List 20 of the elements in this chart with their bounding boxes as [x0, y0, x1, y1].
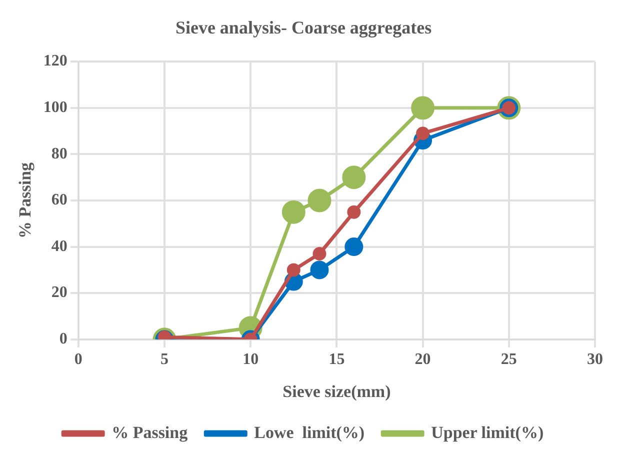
x-axis-title: Sieve size(mm) — [282, 382, 391, 402]
chart-title: Sieve analysis- Coarse aggregates — [175, 17, 432, 38]
y-tick-label: 20 — [51, 284, 68, 302]
x-tick-label: 10 — [242, 351, 259, 368]
y-tick-label: 80 — [51, 145, 68, 162]
y-tick-label: 0 — [59, 330, 68, 348]
legend-label: % Passing — [112, 422, 188, 442]
x-tick-label: 20 — [414, 351, 431, 368]
y-tick-label: 60 — [51, 192, 68, 209]
legend-label: Upper limit(%) — [431, 422, 544, 442]
x-tick-label: 0 — [74, 351, 82, 368]
x-tick-label: 25 — [500, 351, 517, 368]
x-tick-label: 5 — [160, 351, 168, 368]
legend-label: Lowe limit(%) — [254, 422, 365, 442]
x-tick-label: 30 — [587, 351, 603, 368]
x-tick-label: 15 — [328, 351, 345, 368]
y-tick-label: 100 — [43, 99, 68, 116]
y-tick-label: 40 — [51, 238, 68, 255]
y-tick-label: 120 — [43, 52, 68, 70]
y-axis-title: % Passing — [16, 162, 35, 239]
